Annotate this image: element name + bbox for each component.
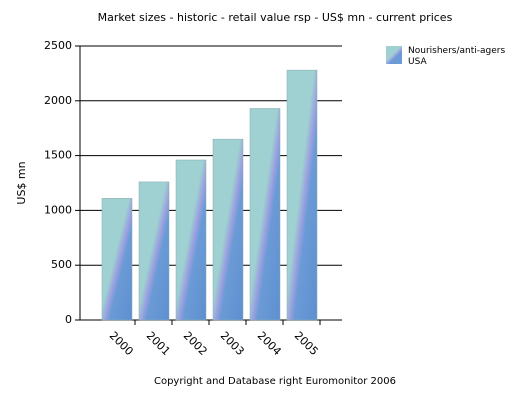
legend: Nourishers/anti-agers USA xyxy=(386,46,518,68)
x-tick-label: 2002 xyxy=(181,329,210,358)
y-axis-label: US$ mn xyxy=(15,161,28,204)
x-tick-label: 2000 xyxy=(107,329,136,358)
chart-title: Market sizes - historic - retail value r… xyxy=(98,11,453,24)
bar xyxy=(286,69,318,321)
y-tick-label: 1000 xyxy=(44,203,72,216)
y-tick-label: 2000 xyxy=(44,94,72,107)
bar xyxy=(175,159,207,321)
x-tick-label: 2001 xyxy=(144,329,173,358)
bar xyxy=(249,108,281,321)
y-tick-label: 1500 xyxy=(44,149,72,162)
legend-label: Nourishers/anti-agers USA xyxy=(408,46,506,67)
x-tick-label: 2004 xyxy=(255,329,284,358)
y-tick-label: 2500 xyxy=(44,39,72,52)
x-tick-label: 2005 xyxy=(292,329,321,358)
x-tick-label: 2003 xyxy=(218,329,247,358)
y-tick-label: 0 xyxy=(65,313,72,326)
bar xyxy=(212,138,244,321)
legend-swatch xyxy=(386,46,402,64)
y-tick-label: 500 xyxy=(51,258,72,271)
bar xyxy=(101,198,133,321)
footer: Copyright and Database right Euromonitor… xyxy=(154,376,396,387)
bar xyxy=(138,181,170,321)
